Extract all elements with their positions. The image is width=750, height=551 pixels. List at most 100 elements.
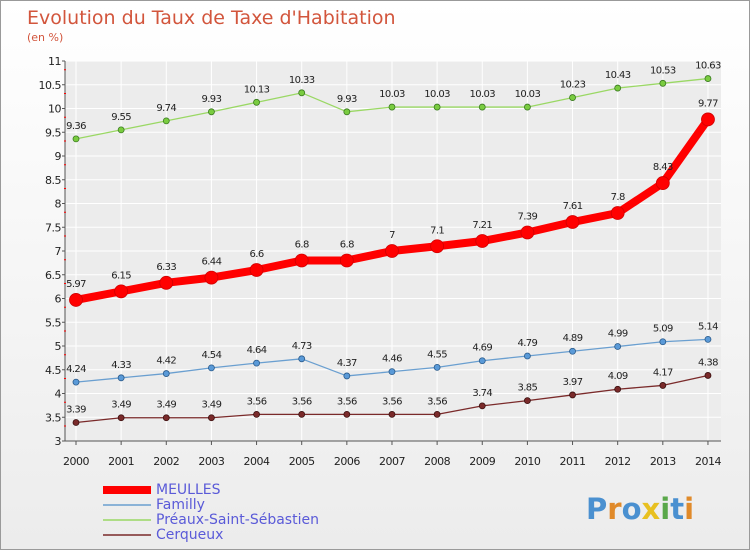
data-point [614, 84, 622, 92]
data-point [343, 410, 351, 418]
data-label: 4.79 [517, 338, 537, 349]
data-label: 6.6 [250, 249, 264, 260]
data-point [294, 253, 309, 268]
data-point [114, 284, 129, 299]
data-point [69, 293, 83, 307]
data-point [208, 108, 215, 116]
x-tick-label: 2009 [469, 455, 495, 468]
data-label: 4.99 [608, 328, 628, 339]
data-label: 4.69 [472, 343, 492, 354]
y-tick-label: 10.5 [39, 79, 62, 92]
data-point [524, 352, 531, 360]
data-label: 4.46 [382, 354, 402, 365]
data-point [298, 355, 306, 363]
data-point [659, 338, 667, 346]
y-tick-label: 3.5 [45, 411, 61, 424]
y-tick-label: 5.5 [45, 316, 61, 329]
data-point [614, 343, 622, 350]
data-label: 3.85 [517, 383, 537, 394]
data-label: 10.33 [289, 75, 315, 86]
data-label: 4.33 [111, 360, 131, 371]
data-point [253, 98, 260, 106]
data-label: 6.33 [156, 262, 176, 273]
x-tick-label: 2002 [153, 455, 179, 468]
data-point [659, 382, 667, 389]
data-point [524, 103, 531, 111]
logo-letter: o [622, 492, 642, 526]
data-label: 10.13 [244, 84, 270, 95]
data-label: 8.43 [653, 162, 673, 173]
data-label: 4.55 [427, 349, 447, 360]
data-point [117, 126, 125, 134]
data-point [430, 239, 445, 254]
data-label: 7.39 [517, 211, 537, 222]
y-tick-label: 7.5 [45, 221, 61, 234]
data-label: 7 [389, 230, 395, 241]
logo-letter: i [684, 492, 694, 526]
data-label: 4.54 [201, 350, 221, 361]
legend-entry: Préaux-Saint-Sébastien [156, 512, 319, 528]
data-point [72, 419, 80, 426]
data-point [253, 359, 260, 367]
data-point [117, 374, 125, 382]
data-point [249, 263, 264, 277]
data-point [614, 385, 622, 393]
series-lines [69, 75, 715, 426]
x-tick-label: 2004 [244, 455, 270, 468]
data-point [524, 397, 531, 405]
data-label: 7.1 [430, 225, 444, 236]
data-label: 10.43 [605, 70, 631, 81]
data-point [298, 89, 306, 97]
x-tick-label: 2013 [650, 455, 676, 468]
x-tick-label: 2006 [334, 455, 360, 468]
data-point [162, 370, 170, 377]
data-point [72, 378, 80, 386]
data-point [388, 103, 396, 111]
data-label: 9.93 [201, 94, 221, 105]
data-label: 3.49 [111, 400, 131, 411]
data-point [433, 363, 441, 371]
y-tick-label: 3 [55, 435, 62, 448]
y-tick-label: 7 [55, 245, 62, 258]
y-tick-label: 8.5 [45, 174, 61, 187]
legend-entry: MEULLES [156, 482, 221, 498]
data-point [339, 253, 354, 268]
data-label: 10.03 [515, 89, 541, 100]
y-tick-label: 6.5 [45, 269, 61, 282]
data-label: 4.89 [563, 333, 583, 344]
data-label: 7.8 [611, 192, 625, 203]
data-point [162, 414, 170, 422]
grid [65, 60, 721, 442]
data-point [655, 176, 670, 190]
data-label: 3.39 [66, 404, 86, 415]
data-label: 3.97 [563, 377, 583, 388]
x-tick-label: 2012 [605, 455, 631, 468]
x-tick-label: 2007 [379, 455, 405, 468]
data-label: 5.97 [66, 279, 86, 290]
data-label: 3.56 [247, 396, 267, 407]
data-labels: 5.97 6.15 6.33 6.44 6.6 6.8 6.8 7 7.1 7.21 7.39 7.6… [66, 61, 722, 416]
data-point [704, 75, 712, 82]
data-point [343, 372, 351, 380]
data-label: 4.17 [653, 367, 673, 378]
data-point [388, 410, 396, 418]
data-label: 9.74 [156, 103, 176, 114]
data-label: 6.8 [340, 240, 354, 251]
data-label: 10.23 [560, 80, 586, 91]
data-point [433, 410, 441, 418]
data-point [565, 215, 580, 229]
data-label: 3.56 [427, 396, 447, 407]
data-label: 4.42 [156, 356, 176, 367]
data-point [385, 244, 399, 258]
data-label: 9.77 [698, 98, 718, 109]
data-point [388, 368, 396, 376]
data-label: 10.03 [424, 89, 450, 100]
data-label: 4.24 [66, 364, 86, 375]
y-tick-label: 4 [55, 388, 62, 401]
chart-subtitle: (en %) [27, 31, 63, 44]
data-label: 10.53 [650, 65, 676, 76]
data-label: 3.56 [337, 396, 357, 407]
y-tick-label: 8 [55, 198, 62, 211]
x-tick-label: 2005 [289, 455, 315, 468]
